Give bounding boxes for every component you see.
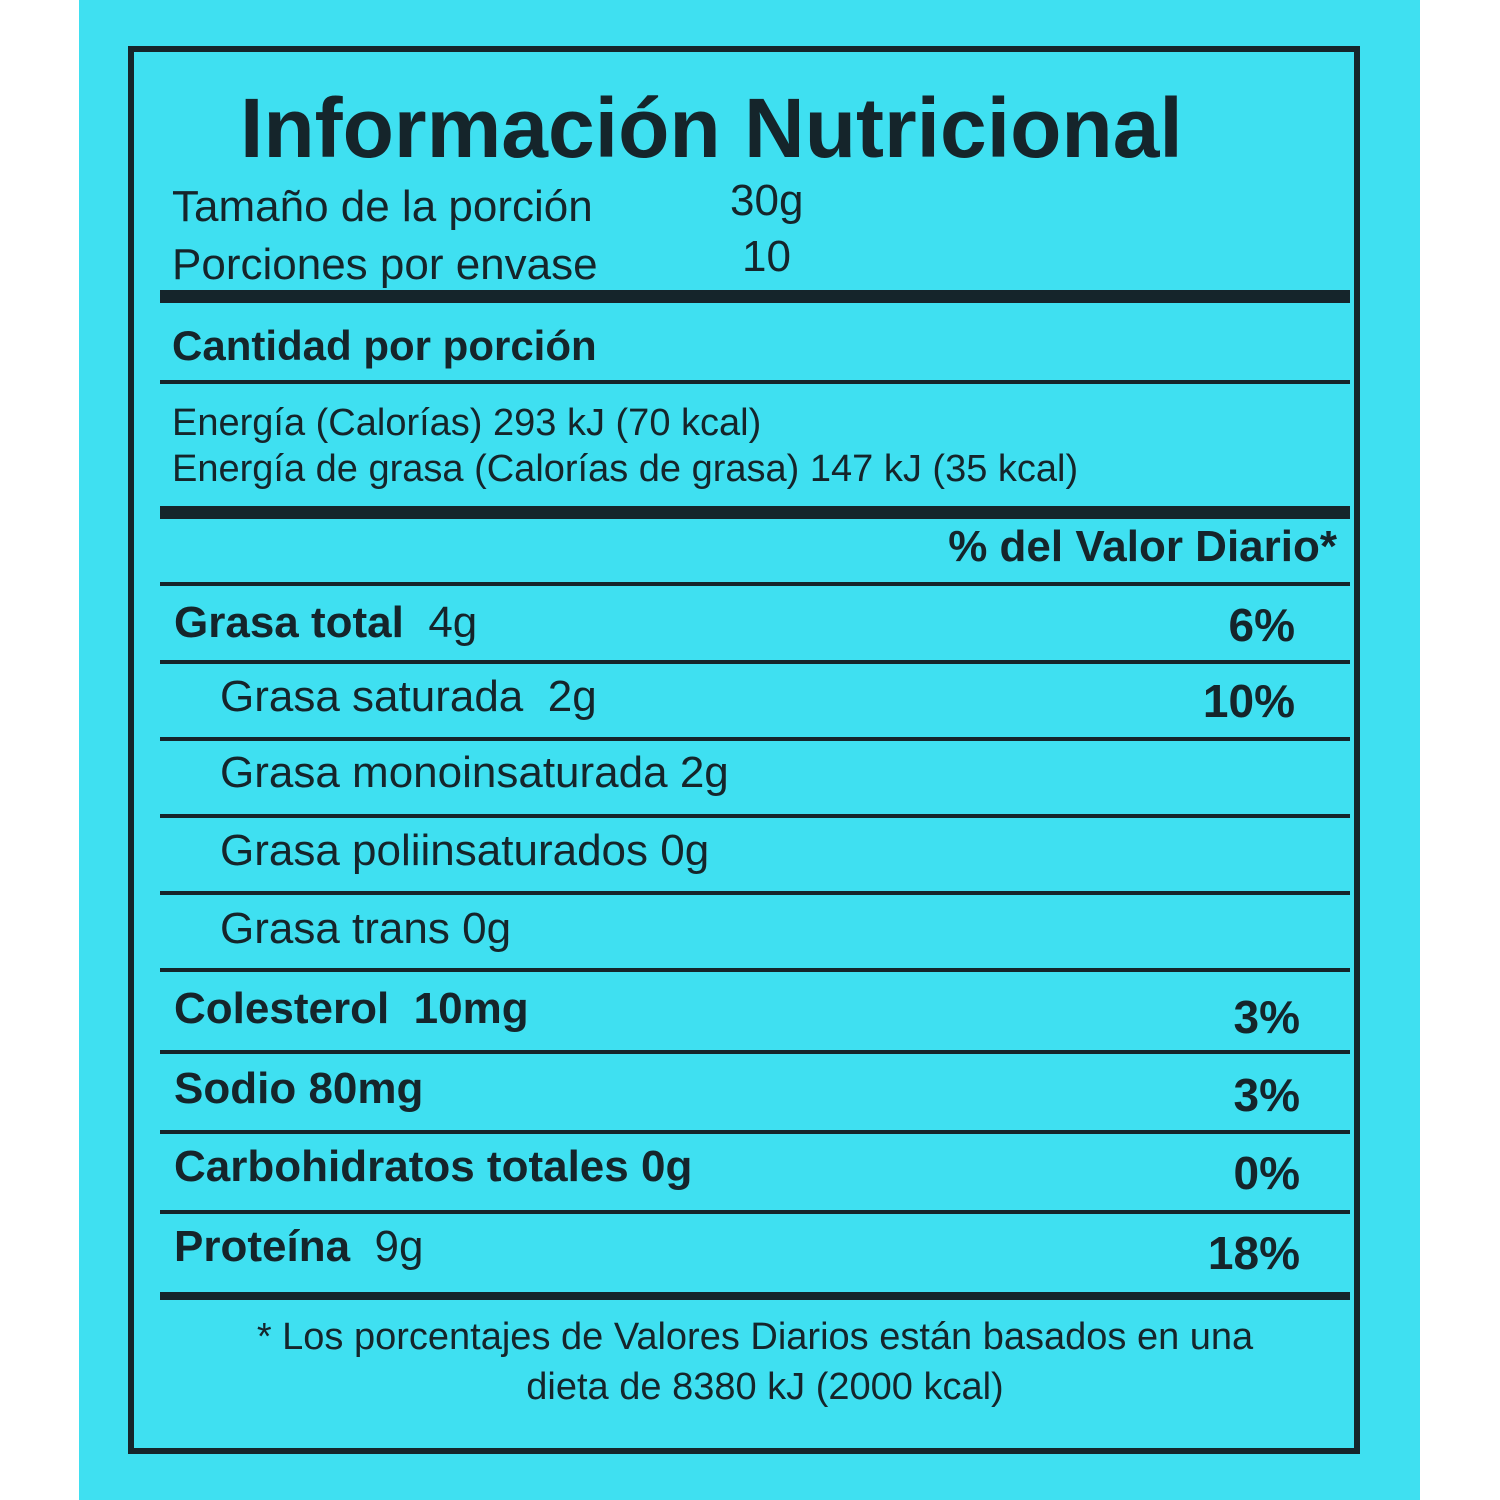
- divider-thick: [160, 1292, 1350, 1300]
- row-cholesterol: Colesterol 10mg: [174, 984, 529, 1033]
- amount-per-serving: Cantidad por porción: [172, 322, 597, 369]
- nutrition-label-border: [128, 46, 1360, 1454]
- pct-cholesterol: 3%: [1233, 991, 1300, 1043]
- divider: [160, 1130, 1350, 1134]
- row-monounsaturated-fat: Grasa monoinsaturada 2g: [220, 748, 729, 797]
- energy-fat-line: Energía de grasa (Calorías de grasa) 147…: [172, 448, 1079, 490]
- pct-total-fat: 6%: [1228, 599, 1295, 651]
- servings-label: Porciones por envase: [172, 240, 598, 289]
- package-background: [79, 0, 1420, 1500]
- label-title: Información Nutricional: [240, 81, 1183, 175]
- daily-value-header: % del Valor Diario*: [948, 522, 1337, 571]
- pct-protein: 18%: [1207, 1227, 1300, 1279]
- divider: [160, 891, 1350, 895]
- footnote-line-2: dieta de 8380 kJ (2000 kcal): [526, 1366, 1004, 1408]
- row-protein: Proteína 9g: [174, 1222, 424, 1271]
- pct-saturated-fat: 10%: [1202, 675, 1295, 727]
- energy-line: Energía (Calorías) 293 kJ (70 kcal): [172, 402, 762, 444]
- divider: [160, 380, 1350, 384]
- divider-thick: [160, 506, 1350, 519]
- row-carbohydrates: Carbohidratos totales 0g: [174, 1142, 693, 1191]
- servings-value: 10: [742, 232, 791, 281]
- row-trans-fat: Grasa trans 0g: [220, 904, 512, 953]
- row-saturated-fat: Grasa saturada 2g: [220, 672, 597, 721]
- row-sodium: Sodio 80mg: [174, 1064, 424, 1113]
- serving-size-value: 30g: [730, 176, 804, 225]
- serving-size-label: Tamaño de la porción: [172, 182, 593, 231]
- divider: [160, 1050, 1350, 1054]
- footnote-line-1: * Los porcentajes de Valores Diarios est…: [256, 1316, 1254, 1358]
- divider: [160, 660, 1350, 664]
- divider: [160, 737, 1350, 741]
- row-polyunsaturated-fat: Grasa poliinsaturados 0g: [220, 826, 710, 875]
- pct-sodium: 3%: [1233, 1069, 1300, 1121]
- pct-carbohydrates: 0%: [1233, 1147, 1300, 1199]
- divider: [160, 582, 1350, 586]
- divider: [160, 1210, 1350, 1214]
- divider-thick: [160, 290, 1350, 303]
- row-total-fat: Grasa total 4g: [174, 598, 478, 647]
- divider: [160, 814, 1350, 818]
- divider: [160, 968, 1350, 972]
